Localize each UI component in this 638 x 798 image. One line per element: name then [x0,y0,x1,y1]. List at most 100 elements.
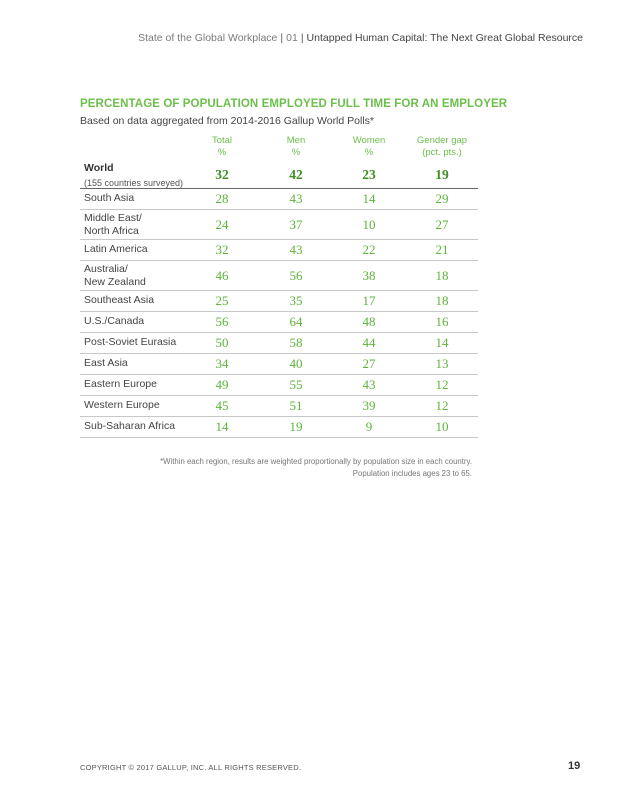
value-cell: 12 [435,377,449,392]
value-cell: 10 [362,217,376,232]
value-cell: 38 [362,268,376,283]
header-divider: | [280,32,284,44]
footnote-line: *Within each region, results are weighte… [160,457,472,466]
value-cell: 16 [435,314,449,329]
value-cell: 24 [215,217,229,232]
region-cell: East Asia [84,357,128,370]
value-cell: 50 [215,335,229,350]
region-cell: Western Europe [84,399,160,412]
region-name: South Asia [84,192,135,204]
report-title: State of the Global Workplace [138,32,278,44]
table-row-world: World (155 countries surveyed) 32 42 23 19 [80,160,478,189]
header-divider: | [300,32,304,44]
region-name: East Asia [84,357,128,369]
value-cell: 39 [362,398,376,413]
column-unit: % [364,147,374,158]
value-cell: 13 [435,356,449,371]
value-cell: 19 [435,167,449,182]
column-unit: % [217,147,227,158]
table-row: Eastern Europe 49 55 43 12 [80,374,478,396]
value-cell: 14 [362,191,376,206]
value-cell: 23 [362,167,376,182]
table-row: Western Europe 45 51 39 12 [80,395,478,417]
table-row: Latin America 32 43 22 21 [80,239,478,261]
value-cell: 18 [435,293,449,308]
table-subtitle: Based on data aggregated from 2014-2016 … [80,115,374,127]
running-header: State of the Global Workplace | 01 | Untappe… [0,32,583,44]
value-cell: 29 [435,191,449,206]
value-cell: 14 [435,335,449,350]
value-cell: 25 [215,293,229,308]
value-cell: 28 [215,191,229,206]
column-header-men: Men % [260,135,332,159]
table-title: PERCENTAGE OF POPULATION EMPLOYED FULL T… [80,98,508,110]
value-cell: 55 [289,377,303,392]
table-row: U.S./Canada 56 64 48 16 [80,311,478,333]
region-name: Australia/New Zealand [84,263,146,288]
region-name: U.S./Canada [84,315,145,327]
value-cell: 9 [365,419,373,434]
value-cell: 46 [215,268,229,283]
region-cell: U.S./Canada [84,315,144,328]
value-cell: 27 [435,217,449,232]
value-cell: 49 [215,377,229,392]
region-cell: Post-Soviet Eurasia [84,336,176,349]
footnote-line: Population includes ages 23 to 65. [352,469,472,478]
column-header-women: Women % [333,135,405,159]
table-row: Middle East/North Africa 24 37 10 27 [80,209,478,240]
section-number: 01 [286,32,298,44]
value-cell: 51 [289,398,303,413]
region-name: Post-Soviet Eurasia [84,336,177,348]
region-name: Eastern Europe [84,378,157,390]
region-name: Latin America [84,243,148,255]
region-name: Sub-Saharan Africa [84,420,176,432]
table-row: Australia/New Zealand 46 56 38 18 [80,260,478,291]
column-label: Gender gap [416,135,468,146]
value-cell: 43 [289,242,303,257]
region-cell: Eastern Europe [84,378,157,391]
table-row: Post-Soviet Eurasia 50 58 44 14 [80,332,478,354]
value-cell: 27 [362,356,376,371]
region-cell: South Asia [84,192,134,205]
value-cell: 21 [435,242,449,257]
table-row: Sub-Saharan Africa 14 19 9 10 [80,416,478,438]
value-cell: 18 [435,268,449,283]
region-name: Western Europe [84,399,160,411]
table-row: Southeast Asia 25 35 17 18 [80,290,478,312]
value-cell: 40 [289,356,303,371]
region-cell: World (155 countries surveyed) [84,162,183,190]
column-label: Women [352,135,386,146]
value-cell: 45 [215,398,229,413]
value-cell: 44 [362,335,376,350]
region-cell: Middle East/North Africa [84,212,142,238]
column-unit: % [291,147,301,158]
value-cell: 14 [215,419,229,434]
value-cell: 22 [362,242,376,257]
copyright-notice: COPYRIGHT © 2017 GALLUP, INC. ALL RIGHTS… [80,763,302,772]
chapter-title: Untapped Human Capital: The Next Great G… [306,32,583,44]
value-cell: 48 [362,314,376,329]
column-label: Men [286,135,306,146]
value-cell: 12 [435,398,449,413]
value-cell: 42 [289,167,303,182]
region-cell: Latin America [84,243,148,256]
value-cell: 17 [362,293,376,308]
region-name: Middle East/North Africa [84,212,142,237]
value-cell: 58 [289,335,303,350]
value-cell: 37 [289,217,303,232]
column-unit: (pct. pts.) [422,147,462,158]
region-cell: Australia/New Zealand [84,263,146,289]
region-name: World [84,162,114,174]
value-cell: 64 [289,314,303,329]
value-cell: 43 [362,377,376,392]
value-cell: 19 [289,419,303,434]
value-cell: 43 [289,191,303,206]
value-cell: 10 [435,419,449,434]
region-note: (155 countries surveyed) [84,178,184,188]
region-cell: Southeast Asia [84,294,154,307]
region-cell: Sub-Saharan Africa [84,420,175,433]
footnote: *Within each region, results are weighte… [80,456,472,480]
column-label: Total [211,135,233,146]
column-header-total: Total % [186,135,258,159]
value-cell: 35 [289,293,303,308]
